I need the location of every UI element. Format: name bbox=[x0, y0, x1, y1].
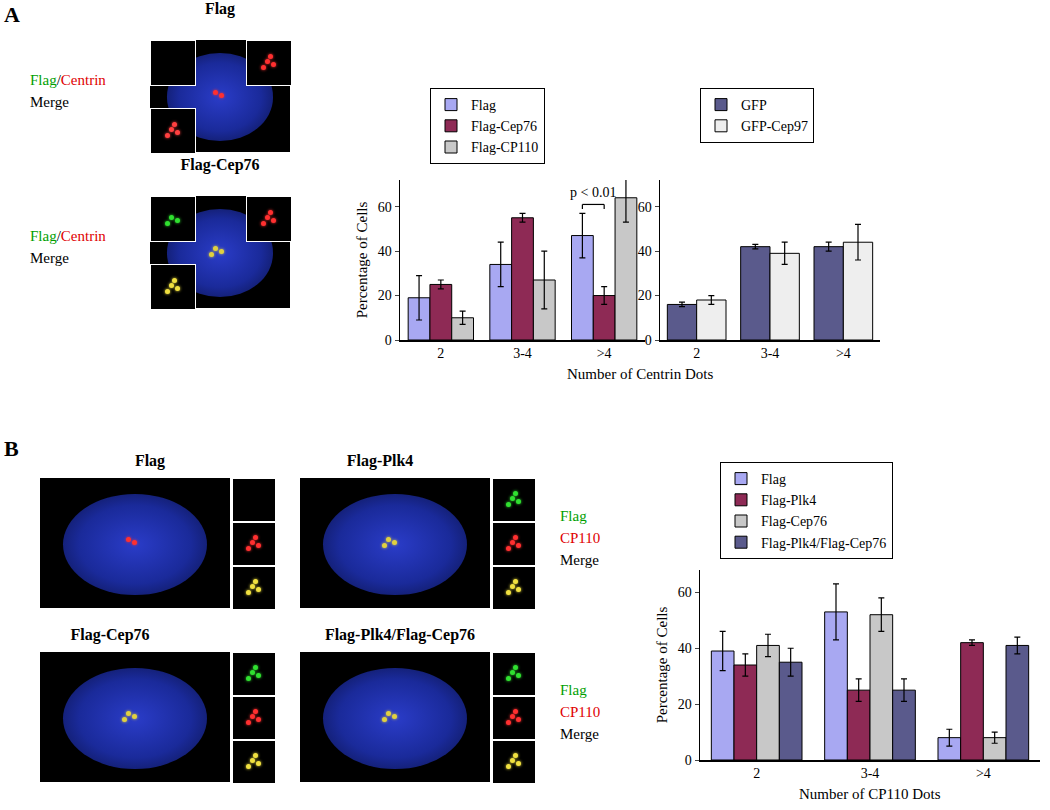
svg-text:0: 0 bbox=[645, 333, 652, 348]
svg-text:Flag-Plk4/Flag-Cep76: Flag-Plk4/Flag-Cep76 bbox=[761, 536, 886, 551]
svg-text:20: 20 bbox=[378, 288, 392, 303]
svg-text:20: 20 bbox=[638, 288, 652, 303]
html-text:Flag: Flag bbox=[204, 0, 236, 17]
svg-text:p < 0.01: p < 0.01 bbox=[570, 185, 616, 200]
html-text:Flag / Centrin: Flag / Centrin bbox=[30, 228, 106, 244]
html-text:CP110: CP110 bbox=[560, 530, 601, 546]
html-text:CP110: CP110 bbox=[560, 704, 601, 720]
html-text:B: B bbox=[4, 436, 19, 461]
html-text:Flag-Cep76: Flag-Cep76 bbox=[180, 156, 260, 173]
svg-text:Number of CP110 Dots: Number of CP110 Dots bbox=[799, 786, 941, 802]
svg-text:3-4: 3-4 bbox=[761, 346, 780, 361]
svg-text:3-4: 3-4 bbox=[861, 766, 880, 781]
svg-text:Flag-Plk4: Flag-Plk4 bbox=[761, 493, 816, 508]
svg-text:Flag: Flag bbox=[761, 472, 786, 487]
svg-text:2: 2 bbox=[753, 766, 760, 781]
svg-text:60: 60 bbox=[638, 200, 652, 215]
html-text:Merge: Merge bbox=[560, 552, 599, 568]
html-text:Merge: Merge bbox=[30, 250, 69, 266]
svg-text:GFP-Cep97: GFP-Cep97 bbox=[741, 119, 808, 134]
svg-text:Flag-Cep76: Flag-Cep76 bbox=[761, 514, 827, 529]
svg-text:>4: >4 bbox=[976, 766, 991, 781]
html-text:Flag-Plk4/Flag-Cep76: Flag-Plk4/Flag-Cep76 bbox=[324, 626, 476, 643]
svg-text:GFP: GFP bbox=[741, 98, 767, 113]
svg-text:2: 2 bbox=[437, 346, 444, 361]
html-text:Flag: Flag bbox=[560, 682, 587, 698]
svg-text:20: 20 bbox=[678, 697, 692, 712]
svg-text:3-4: 3-4 bbox=[513, 346, 532, 361]
svg-text:60: 60 bbox=[378, 200, 392, 215]
html-text:A: A bbox=[4, 2, 20, 27]
svg-text:Flag: Flag bbox=[471, 98, 496, 113]
svg-text:Percentage of Cells: Percentage of Cells bbox=[654, 607, 670, 724]
html-text:Flag / Centrin: Flag / Centrin bbox=[30, 72, 106, 88]
html-text:Merge: Merge bbox=[560, 726, 599, 742]
html-text:Flag-Plk4: Flag-Plk4 bbox=[346, 452, 414, 469]
svg-text:>4: >4 bbox=[836, 346, 851, 361]
html-text:Merge: Merge bbox=[30, 94, 69, 110]
svg-text:40: 40 bbox=[378, 244, 392, 259]
svg-text:40: 40 bbox=[638, 244, 652, 259]
svg-text:Percentage of Cells: Percentage of Cells bbox=[354, 202, 370, 319]
html-text:Flag: Flag bbox=[560, 508, 587, 524]
svg-text:0: 0 bbox=[685, 753, 692, 768]
html-text:Flag-Cep76: Flag-Cep76 bbox=[70, 626, 150, 643]
svg-text:Number of Centrin Dots: Number of Centrin Dots bbox=[567, 366, 713, 382]
svg-text:40: 40 bbox=[678, 641, 692, 656]
svg-text:2: 2 bbox=[693, 346, 700, 361]
html-text:Flag: Flag bbox=[134, 452, 166, 469]
svg-text:0: 0 bbox=[385, 333, 392, 348]
svg-text:Flag-Cep76: Flag-Cep76 bbox=[471, 119, 537, 134]
svg-text:>4: >4 bbox=[597, 346, 612, 361]
svg-text:Flag-CP110: Flag-CP110 bbox=[471, 140, 538, 155]
svg-text:60: 60 bbox=[678, 585, 692, 600]
